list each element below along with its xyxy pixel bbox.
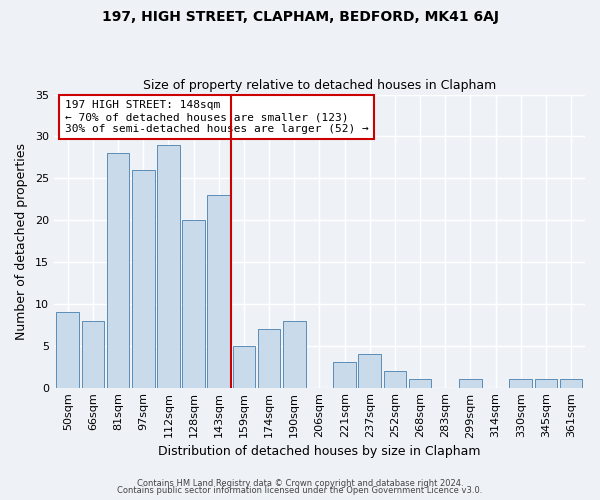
Bar	[334, 362, 356, 388]
Bar	[535, 379, 557, 388]
Bar	[283, 320, 305, 388]
Text: Contains public sector information licensed under the Open Government Licence v3: Contains public sector information licen…	[118, 486, 482, 495]
Bar	[233, 346, 255, 388]
Y-axis label: Number of detached properties: Number of detached properties	[15, 142, 28, 340]
Text: 197 HIGH STREET: 148sqm
← 70% of detached houses are smaller (123)
30% of semi-d: 197 HIGH STREET: 148sqm ← 70% of detache…	[65, 100, 368, 134]
Bar	[157, 145, 180, 388]
Bar	[82, 320, 104, 388]
Bar	[383, 371, 406, 388]
Bar	[56, 312, 79, 388]
Text: 197, HIGH STREET, CLAPHAM, BEDFORD, MK41 6AJ: 197, HIGH STREET, CLAPHAM, BEDFORD, MK41…	[101, 10, 499, 24]
Text: Contains HM Land Registry data © Crown copyright and database right 2024.: Contains HM Land Registry data © Crown c…	[137, 478, 463, 488]
Bar	[182, 220, 205, 388]
X-axis label: Distribution of detached houses by size in Clapham: Distribution of detached houses by size …	[158, 444, 481, 458]
Bar	[208, 195, 230, 388]
Bar	[560, 379, 583, 388]
Bar	[459, 379, 482, 388]
Bar	[107, 153, 130, 388]
Bar	[258, 329, 280, 388]
Title: Size of property relative to detached houses in Clapham: Size of property relative to detached ho…	[143, 79, 496, 92]
Bar	[409, 379, 431, 388]
Bar	[132, 170, 155, 388]
Bar	[509, 379, 532, 388]
Bar	[358, 354, 381, 388]
